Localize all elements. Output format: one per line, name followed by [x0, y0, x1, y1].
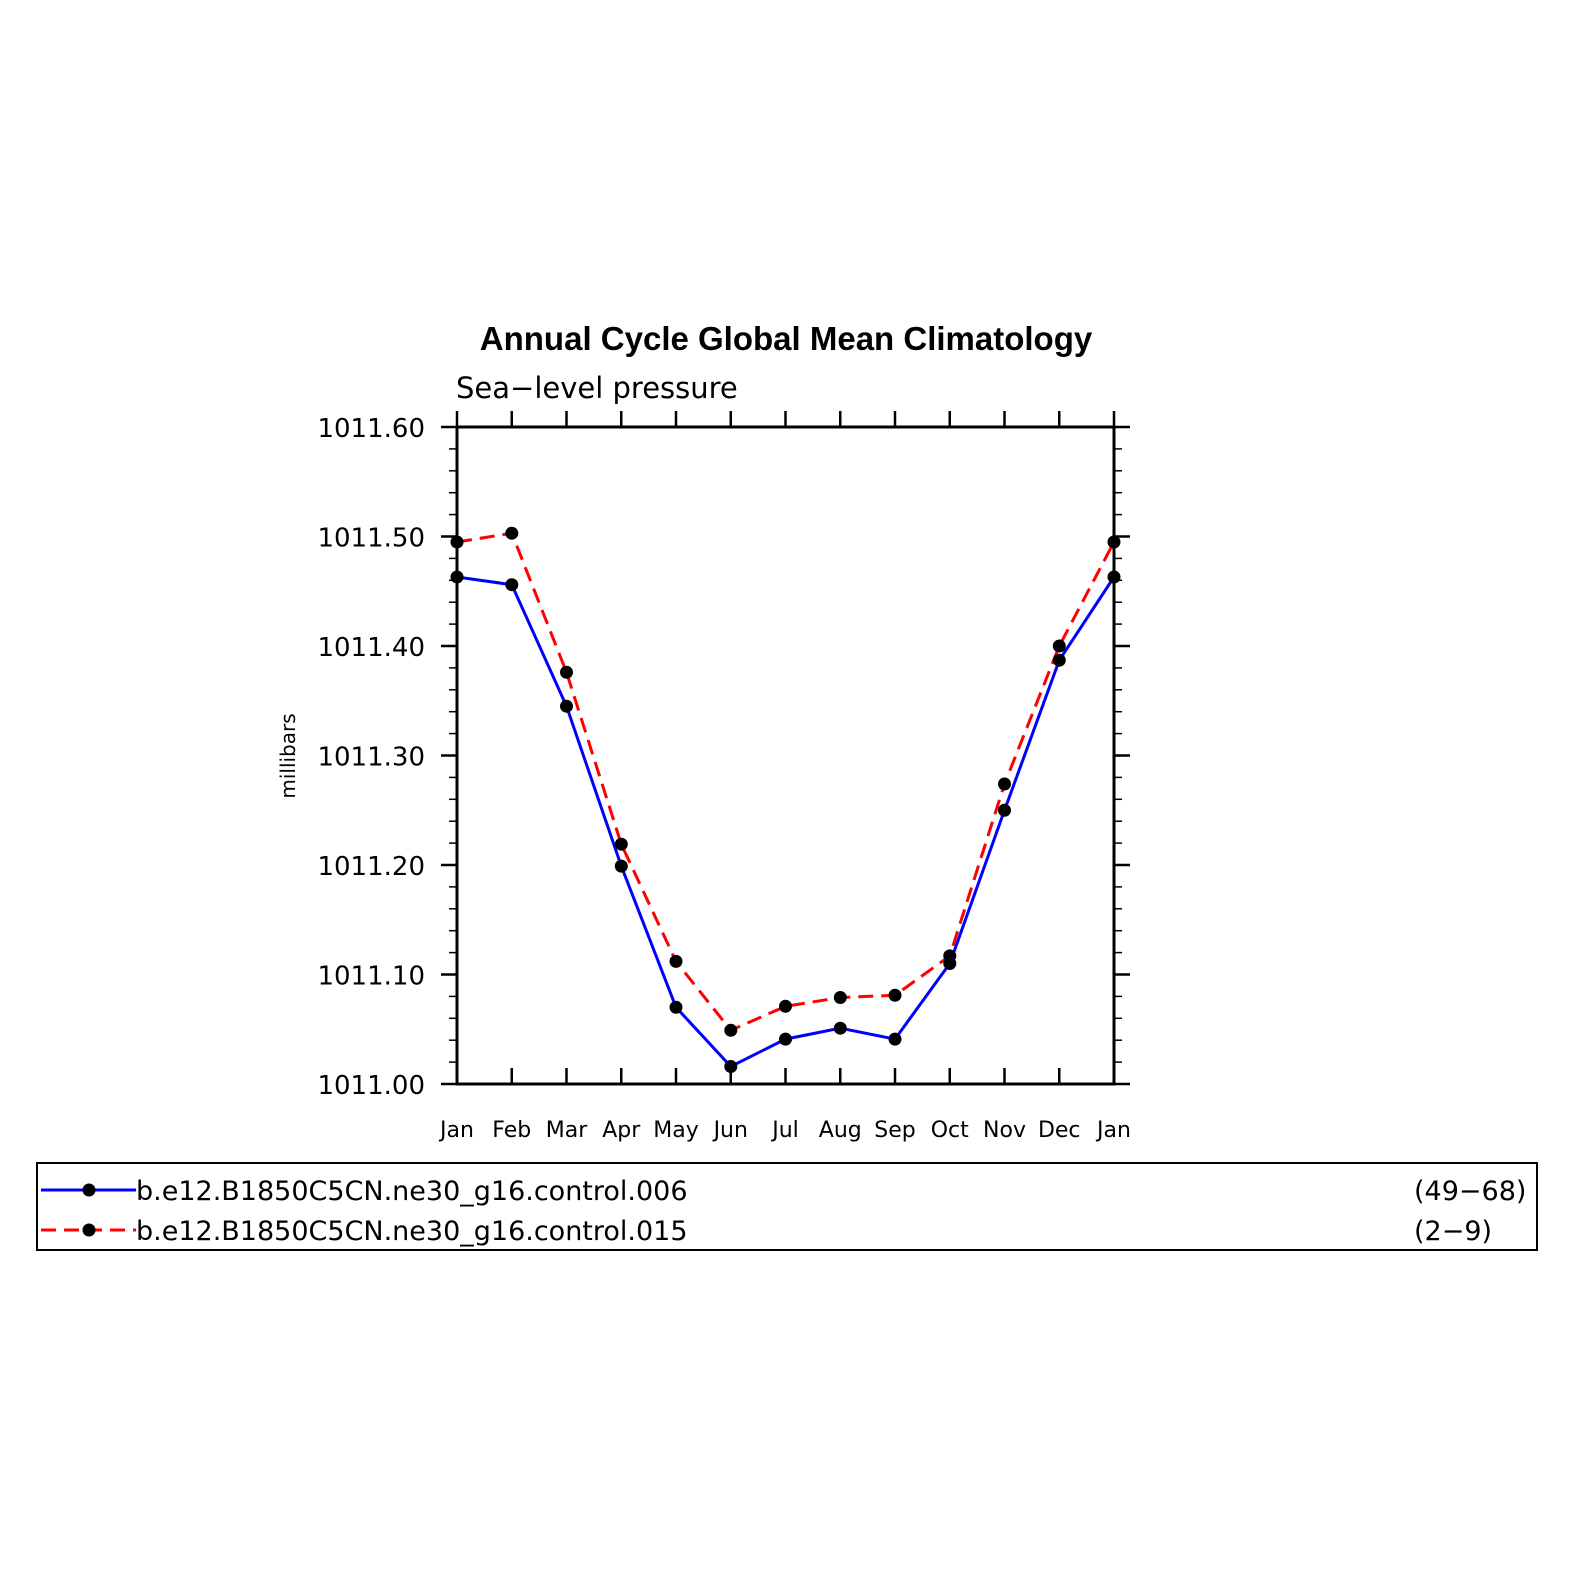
x-tick-label: Oct [931, 1118, 969, 1143]
chart-title: Annual Cycle Global Mean Climatology [480, 320, 1093, 357]
y-tick-label: 1011.60 [317, 414, 425, 444]
legend-marker [82, 1223, 96, 1237]
data-point [998, 777, 1011, 791]
data-point [505, 578, 519, 592]
data-point [560, 665, 573, 679]
legend-label: b.e12.B1850C5CN.ne30_g16.control.015 [136, 1216, 688, 1247]
legend-years: (49−68) [1414, 1176, 1526, 1207]
data-point [614, 859, 628, 873]
data-point [669, 1000, 683, 1014]
x-tick-label: Jan [438, 1118, 474, 1143]
data-point [888, 1032, 902, 1046]
data-point [560, 699, 573, 713]
x-tick-label: Jan [1095, 1118, 1131, 1143]
data-point [614, 837, 628, 851]
series-line [456, 575, 1116, 1069]
x-tick-label: Nov [983, 1118, 1026, 1143]
plot-frame [455, 425, 1116, 1086]
data-point [833, 1021, 847, 1035]
x-tick-label: Sep [874, 1118, 915, 1143]
data-point [943, 957, 957, 970]
data-point [833, 991, 847, 1004]
y-tick-label: 1011.00 [317, 1071, 425, 1101]
data-point [724, 1060, 738, 1073]
x-tick-label: Apr [602, 1118, 641, 1143]
data-point [779, 999, 792, 1013]
data-point [724, 1023, 738, 1037]
data-point [998, 803, 1011, 817]
data-point [1052, 653, 1066, 667]
y-tick-label: 1011.10 [317, 962, 425, 992]
x-tick-label: Aug [819, 1118, 862, 1143]
legend-years: (2−9) [1414, 1216, 1492, 1247]
legend: b.e12.B1850C5CN.ne30_g16.control.006 (49−… [36, 1162, 1538, 1251]
x-tick-label: Feb [492, 1118, 531, 1143]
x-tick-label: Mar [546, 1118, 588, 1143]
y-tick-labels: 1011.00 1011.10 1011.20 1011.30 1011.40 1011.… [317, 414, 425, 1101]
data-point [1052, 639, 1066, 653]
x-tick-label: Dec [1038, 1118, 1081, 1143]
data-point [505, 526, 519, 540]
y-tick-label: 1011.30 [317, 743, 425, 773]
x-tick-label: May [653, 1118, 698, 1143]
data-point [888, 988, 902, 1002]
legend-box [36, 1162, 1538, 1251]
y-tick-label: 1011.20 [317, 852, 425, 882]
legend-label: b.e12.B1850C5CN.ne30_g16.control.006 [136, 1176, 688, 1207]
x-tick-label: Jun [712, 1118, 748, 1143]
series-group [450, 526, 1121, 1073]
y-tick-label: 1011.40 [317, 633, 425, 663]
y-tick-label: 1011.50 [317, 524, 425, 554]
data-point [779, 1032, 792, 1046]
x-tick-label: Jul [770, 1118, 799, 1143]
chart-subtitle: Sea−level pressure [456, 371, 738, 405]
legend-marker [82, 1183, 96, 1197]
x-tick-labels: Jan Feb Mar Apr May Jun Jul Aug Sep Oct Nov Dec Jan [438, 1118, 1131, 1143]
y-axis-label: millibars [276, 713, 300, 798]
data-point [669, 954, 683, 968]
